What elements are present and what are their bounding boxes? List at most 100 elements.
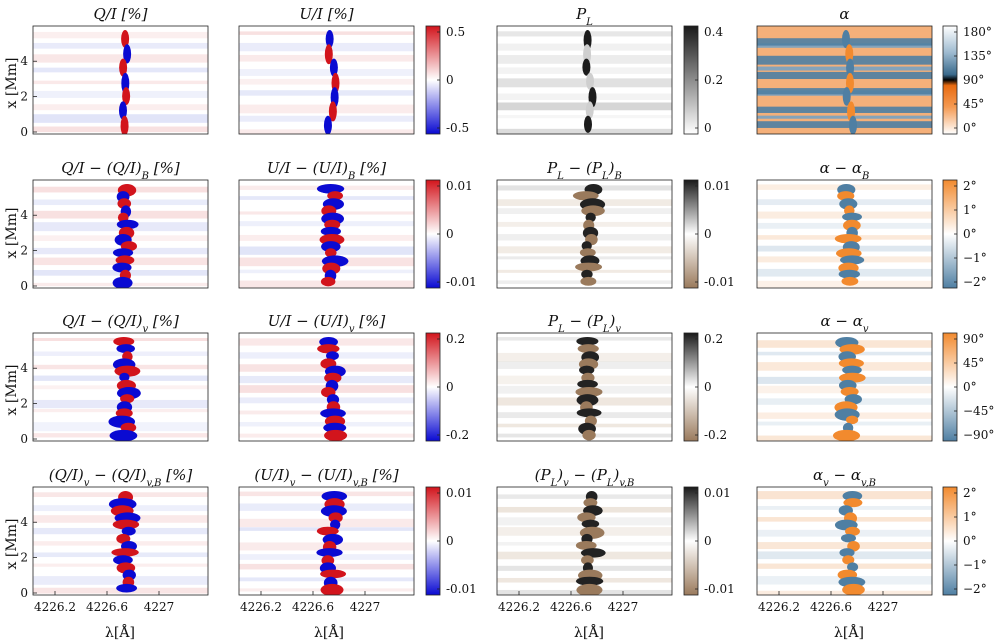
colorbar-tick-label: -0.01 (446, 582, 477, 596)
panel-2-0: Q/I − (Q/I)v [%] 0 2 4 (20, 312, 209, 446)
line-core-feature (116, 583, 138, 593)
heatmap-body (757, 487, 932, 595)
heatmap-band (497, 78, 672, 88)
colorbar-tick-label: 0° (963, 227, 977, 241)
line-core-feature (575, 541, 597, 550)
line-core-feature (320, 583, 344, 595)
line-core-feature (581, 205, 605, 217)
ylabel-row2: x [Mm] (4, 365, 20, 416)
line-core-feature (840, 255, 865, 265)
x-tick-label: 4227 (608, 600, 639, 614)
heatmap-band (497, 115, 672, 119)
colorbar-tick-label: −2° (963, 582, 987, 596)
heatmap-band (757, 71, 932, 79)
line-core-feature (116, 219, 139, 230)
line-core-feature (583, 498, 598, 508)
heatmap-band (497, 102, 672, 111)
heatmap-band (757, 542, 932, 550)
line-core-feature (324, 372, 342, 384)
heatmap-body (239, 487, 414, 595)
line-core-feature (120, 115, 129, 134)
colorbar-tick-label: 0 (446, 227, 454, 241)
heatmap-band (757, 421, 932, 426)
line-core-feature (112, 276, 133, 288)
colorbar-tick-label: 0.01 (446, 486, 473, 500)
colorbar-tick-label: 0.5 (446, 25, 465, 39)
line-core-feature (585, 101, 594, 119)
panel-frame (238, 25, 415, 135)
heatmap-band (757, 102, 932, 109)
colorbar-tick-label: 0 (446, 73, 454, 87)
line-core-feature (120, 394, 135, 404)
colorbar-tick-label: 0.2 (704, 332, 723, 346)
line-core-feature (324, 44, 333, 65)
line-core-feature (575, 576, 604, 586)
colorbar-tick-label: 45° (963, 97, 984, 111)
panel-frame (238, 486, 415, 596)
line-core-feature (579, 248, 596, 257)
y-tick-label: 4 (20, 361, 28, 375)
line-core-feature (123, 44, 132, 64)
colorbar-tick-label: 0 (446, 380, 454, 394)
x-tick-label: 4227 (868, 600, 899, 614)
heatmap-body (497, 333, 672, 441)
panel-frame (32, 332, 209, 442)
heatmap-body (33, 487, 208, 595)
line-core-feature (319, 337, 338, 347)
panel-title: Q/I [%] (93, 5, 147, 23)
line-core-feature (324, 248, 337, 258)
panel-frame (238, 179, 415, 289)
y-tick-label: 4 (20, 515, 28, 529)
panel-frame (756, 332, 933, 442)
ylabel-row0: x [Mm] (4, 58, 20, 109)
heatmap-band (239, 104, 414, 114)
heatmap-band (757, 563, 932, 569)
line-core-feature (842, 555, 855, 565)
line-core-feature (586, 72, 595, 90)
line-core-feature (122, 87, 131, 106)
y-tick-label: 2 (20, 397, 28, 411)
heatmap-band (497, 93, 672, 101)
colorbar-tick-label: −1° (963, 558, 987, 572)
x-tick-label: 4226.2 (34, 600, 76, 614)
panel-1-1: U/I − (U/I)B [%] 0.01 0 -0.01 (238, 159, 477, 289)
panel-frame (32, 486, 209, 596)
xlabel-col2: λ[Å] (574, 623, 604, 641)
panel-title: α (839, 5, 849, 23)
line-core-feature (320, 569, 347, 579)
panel-0-2: PL 0.4 0.2 0 (496, 5, 723, 135)
colorbar-tick-label: 0° (963, 534, 977, 548)
colorbar-tick-label: 0.4 (704, 25, 723, 39)
line-core-feature (577, 344, 599, 354)
y-tick-label: 4 (20, 54, 28, 68)
heatmap-band (33, 351, 208, 356)
line-core-feature (112, 519, 140, 530)
line-core-feature (328, 101, 337, 122)
heatmap-band (497, 234, 672, 241)
line-core-feature (316, 526, 339, 536)
heatmap-body (33, 26, 208, 134)
panel-3-0: (Q/I)v − (Q/I)v,B [%] 0 2 4 4226.2 4226.6 4227 (20, 466, 209, 614)
heatmap-band (33, 54, 208, 63)
panel-frame (496, 332, 673, 442)
heatmap-band (757, 121, 932, 128)
line-core-feature (840, 387, 859, 397)
x-tick-label: 4226.6 (550, 600, 592, 614)
colorbar-tick-label: 2° (963, 179, 977, 193)
xlabel-col3: λ[Å] (834, 623, 864, 641)
line-core-feature (327, 191, 344, 201)
line-core-feature (843, 498, 863, 508)
panel-3-2: (PL)v − (PL)v,B 4226.2 4226.6 4227 0.01 0 -0.0… (496, 466, 735, 614)
panel-title: PL − (PL)v (547, 312, 621, 335)
colorbar-tick-label: −2° (963, 275, 987, 289)
line-core-feature (838, 358, 864, 369)
x-tick-label: 4226.6 (86, 600, 128, 614)
colorbar-tick-label: −45° (963, 404, 994, 418)
colorbar-tick-label: 135° (963, 49, 992, 63)
panel-title: Q/I − (Q/I)B [%] (61, 159, 180, 182)
heatmap-band (497, 128, 672, 134)
xlabel-col1: λ[Å] (314, 623, 344, 641)
line-core-feature (316, 548, 343, 557)
panel-2-2: PL − (PL)v 0.2 0 -0.2 (496, 312, 727, 442)
heatmap-band (757, 529, 932, 537)
